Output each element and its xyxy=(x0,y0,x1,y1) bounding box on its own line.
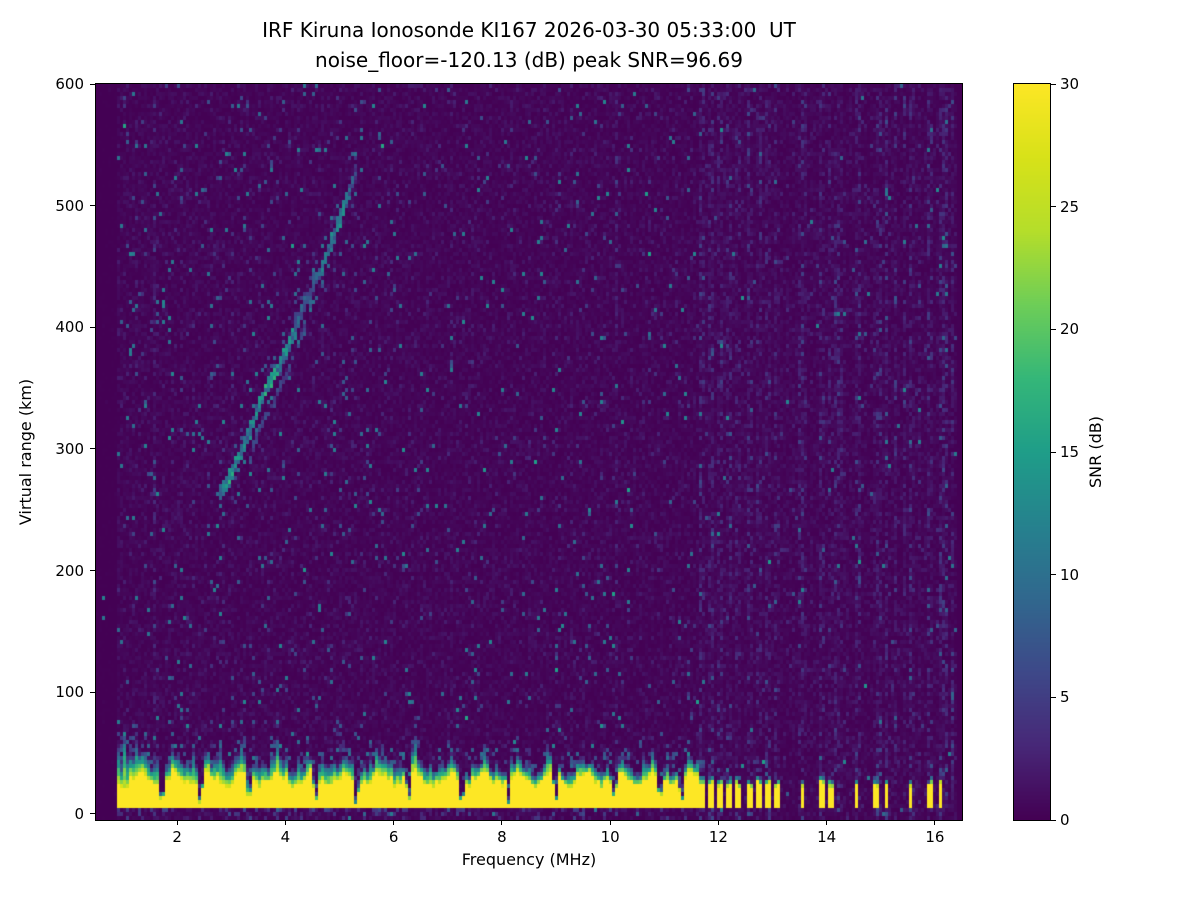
x-tick-label: 14 xyxy=(817,828,837,846)
x-tick-mark xyxy=(717,820,719,825)
colorbar-tick-label: 25 xyxy=(1060,197,1080,216)
chart-title: IRF Kiruna Ionosonde KI167 2026-03-30 05… xyxy=(262,18,796,42)
y-tick-mark xyxy=(90,448,95,450)
colorbar-tick-label: 0 xyxy=(1060,811,1070,829)
x-tick-mark xyxy=(284,820,286,825)
colorbar-tick-mark xyxy=(1051,819,1056,821)
x-tick-label: 8 xyxy=(497,828,507,846)
x-tick-label: 2 xyxy=(172,828,182,846)
chart-subtitle: noise_floor=-120.13 (dB) peak SNR=96.69 xyxy=(315,48,743,72)
colorbar-tick-mark xyxy=(1051,328,1056,330)
y-tick-label: 0 xyxy=(74,804,84,823)
x-tick-mark xyxy=(934,820,936,825)
x-tick-label: 6 xyxy=(388,828,399,846)
y-tick-mark xyxy=(90,83,95,85)
colorbar-tick-label: 15 xyxy=(1060,443,1080,461)
x-tick-mark xyxy=(826,820,828,825)
y-tick-label: 200 xyxy=(55,561,84,580)
x-tick-mark xyxy=(501,820,503,825)
x-tick-label: 10 xyxy=(600,828,620,846)
colorbar-tick-label: 5 xyxy=(1060,688,1070,707)
colorbar-gradient-canvas xyxy=(1014,84,1050,820)
colorbar-tick-mark xyxy=(1051,83,1056,85)
x-tick-label: 4 xyxy=(280,828,291,846)
y-tick-label: 600 xyxy=(55,75,84,93)
colorbar-tick-mark xyxy=(1051,696,1056,698)
x-tick-label: 16 xyxy=(925,828,945,846)
colorbar-tick-mark xyxy=(1051,451,1056,453)
y-tick-mark xyxy=(90,570,95,572)
y-tick-label: 100 xyxy=(55,683,84,702)
colorbar-tick-label: 10 xyxy=(1060,565,1080,584)
plot-frame xyxy=(95,83,963,821)
x-tick-mark xyxy=(609,820,611,825)
y-tick-label: 500 xyxy=(55,196,84,215)
colorbar-tick-label: 20 xyxy=(1060,320,1080,339)
colorbar-frame xyxy=(1013,83,1051,821)
y-tick-mark xyxy=(90,691,95,693)
x-tick-label: 12 xyxy=(708,828,728,846)
ionogram-heatmap-canvas xyxy=(96,84,962,820)
colorbar-tick-mark xyxy=(1051,574,1056,576)
y-axis-label: Virtual range (km) xyxy=(16,378,35,526)
x-tick-mark xyxy=(393,820,395,825)
x-axis-label: Frequency (MHz) xyxy=(461,850,597,869)
y-tick-mark xyxy=(90,205,95,207)
y-tick-mark xyxy=(90,326,95,328)
colorbar-tick-mark xyxy=(1051,206,1056,208)
x-tick-mark xyxy=(176,820,178,825)
y-tick-label: 400 xyxy=(55,318,84,337)
y-tick-label: 300 xyxy=(55,439,84,458)
colorbar-tick-label: 30 xyxy=(1060,75,1080,93)
y-tick-mark xyxy=(90,813,95,815)
